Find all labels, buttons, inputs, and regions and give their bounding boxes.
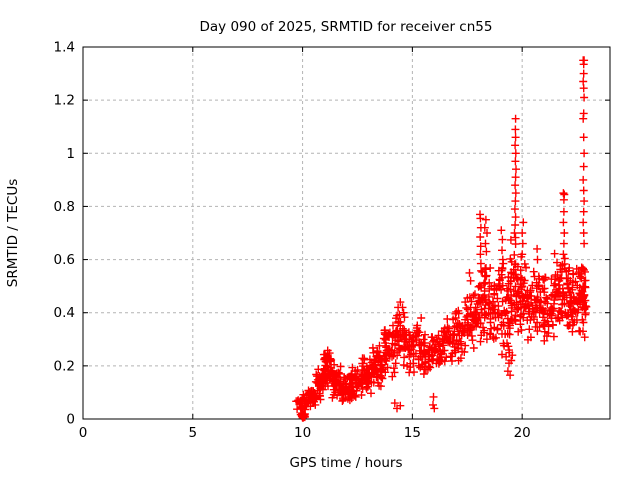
y-tick-label: 0.2 [54, 358, 75, 374]
plot-border [82, 46, 611, 420]
scatter-markers [292, 56, 591, 422]
plot-frame [82, 46, 611, 420]
y-tick-label: 1 [66, 146, 75, 162]
grid-lines [83, 47, 610, 419]
y-tick-label: 0.4 [54, 305, 75, 321]
y-tick-label: 0 [66, 412, 75, 428]
data-points [292, 56, 591, 422]
x-tick-label: 5 [188, 425, 197, 441]
y-tick-label: 0.8 [54, 199, 75, 215]
x-tick-label: 15 [404, 425, 421, 441]
x-axis-label: GPS time / hours [289, 455, 402, 471]
tick-labels: 0 5 10 15 20 0 0.2 0.4 0.6 0.8 1 1.2 1.4 [54, 40, 531, 442]
x-tick-label: 0 [79, 425, 88, 441]
chart-title: Day 090 of 2025, SRMTID for receiver cn5… [200, 19, 493, 35]
x-tick-label: 10 [294, 425, 311, 441]
y-tick-label: 1.2 [54, 93, 75, 109]
y-tick-label: 1.4 [54, 40, 75, 56]
y-tick-label: 0.6 [54, 252, 75, 268]
axis-ticks [82, 46, 610, 420]
y-axis-label: SRMTID / TECUs [5, 179, 21, 287]
x-tick-label: 20 [514, 425, 531, 441]
